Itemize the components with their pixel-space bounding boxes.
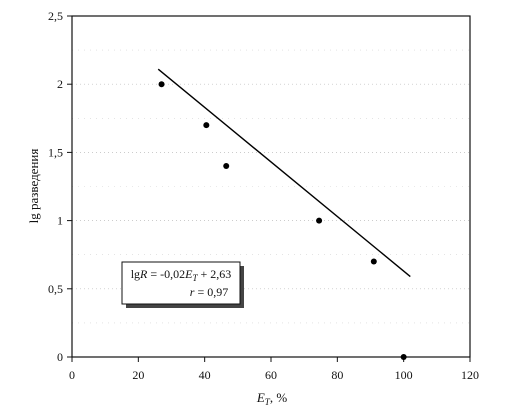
y-tick-label: 2 (57, 77, 63, 91)
y-tick-label: 1,5 (48, 145, 63, 159)
y-tick-label: 1 (57, 214, 63, 228)
x-tick-label: 20 (132, 368, 144, 382)
x-axis-title: ET, % (256, 390, 287, 407)
data-point (203, 122, 209, 128)
correlation-coefficient: r = 0,97 (190, 285, 228, 299)
x-tick-label: 0 (69, 368, 75, 382)
y-tick-label: 0,5 (48, 282, 63, 296)
y-axis-title: lg разведения (26, 149, 41, 224)
y-tick-label: 2,5 (48, 9, 63, 23)
regression-annotation: lgR = -0,02ET + 2,63 r = 0,97 (122, 262, 244, 308)
y-axis: 0 0,5 1 1,5 2 2,5 (48, 9, 72, 364)
data-point (159, 81, 165, 87)
trend-line (158, 69, 410, 276)
y-tick-label: 0 (57, 350, 63, 364)
x-tick-label: 120 (461, 368, 479, 382)
data-point (371, 259, 377, 265)
data-points (159, 81, 407, 360)
x-tick-label: 40 (199, 368, 211, 382)
x-axis: 0 20 40 60 80 100 120 (69, 357, 479, 382)
data-point (223, 163, 229, 169)
x-tick-label: 60 (265, 368, 277, 382)
data-point (401, 354, 407, 360)
x-tick-label: 100 (395, 368, 413, 382)
x-tick-label: 80 (331, 368, 343, 382)
regression-equation: lgR = -0,02ET + 2,63 (131, 267, 232, 283)
data-point (316, 218, 322, 224)
